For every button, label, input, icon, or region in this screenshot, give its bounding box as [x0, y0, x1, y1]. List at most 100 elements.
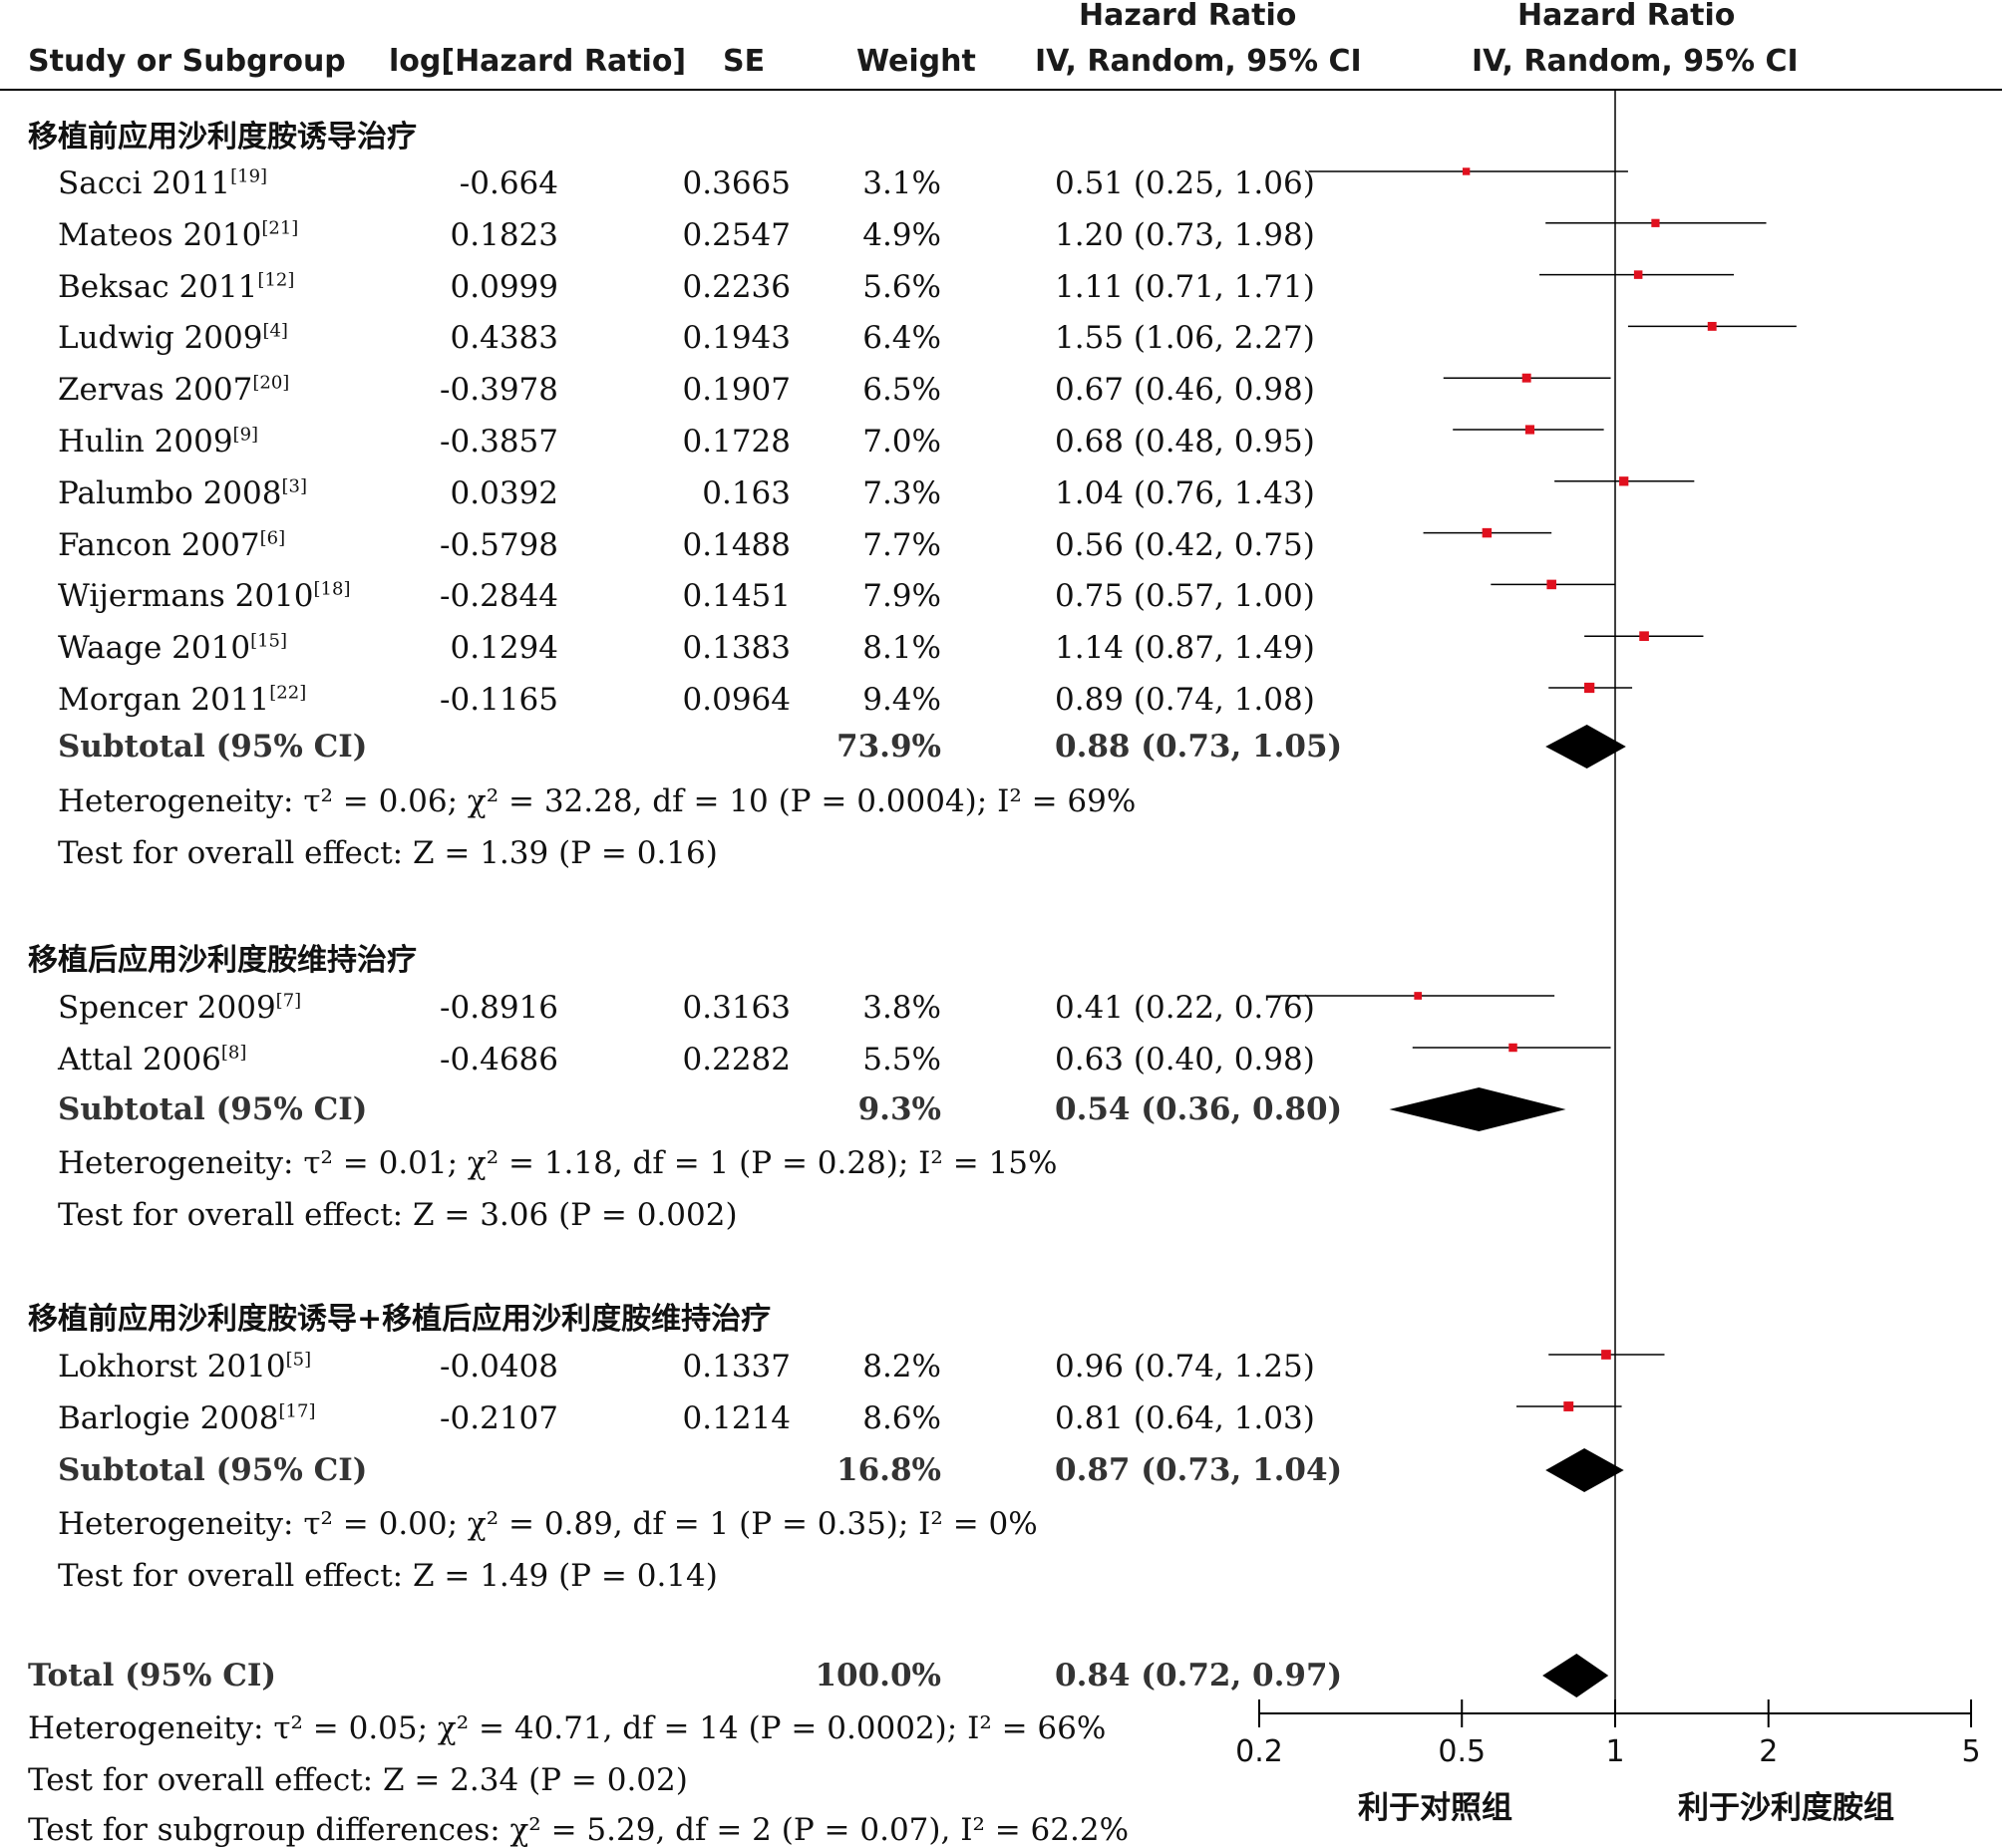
total-heterogeneity-text: Heterogeneity: τ² = 0.05; χ² = 40.71, df…: [28, 1710, 1107, 1746]
overall-effect-text: Test for overall effect: Z = 1.39 (P = 0…: [58, 835, 718, 871]
se-value: 0.1383: [682, 630, 791, 667]
subtotal-diamond: [1389, 1087, 1566, 1131]
weight-value: 6.5%: [862, 372, 941, 409]
study-name: Sacci 2011[19]: [58, 165, 268, 201]
study-reference: [7]: [275, 990, 302, 1012]
study-reference: [4]: [262, 321, 288, 343]
study-reference: [20]: [252, 372, 290, 394]
loghr-value: -0.3978: [440, 372, 558, 409]
study-name: Fancon 2007[6]: [58, 526, 286, 563]
hr-ci-value: 0.89 (0.74, 1.08): [1055, 682, 1315, 718]
header-weight: Weight: [856, 44, 976, 79]
study-point: [1524, 425, 1535, 435]
loghr-value: 0.4383: [450, 320, 558, 357]
study-point: [1546, 579, 1556, 590]
hr-ci-value: 0.75 (0.57, 1.00): [1055, 578, 1315, 615]
study-reference: [21]: [261, 217, 299, 239]
weight-value: 6.4%: [862, 320, 941, 357]
se-value: 0.1728: [682, 424, 791, 460]
heterogeneity-text: Heterogeneity: τ² = 0.06; χ² = 32.28, df…: [58, 783, 1137, 819]
study-name: Zervas 2007[20]: [58, 372, 290, 409]
study-name: Barlogie 2008[17]: [58, 1400, 316, 1436]
loghr-value: -0.1165: [440, 682, 558, 718]
study-name: Morgan 2011[22]: [58, 682, 307, 718]
study-name: Waage 2010[15]: [58, 630, 288, 667]
subgroup-title: 移植前应用沙利度胺诱导+移植后应用沙利度胺维持治疗: [28, 1302, 772, 1337]
se-value: 0.0964: [682, 682, 791, 718]
se-value: 0.2282: [682, 1042, 791, 1078]
loghr-value: 0.0999: [450, 268, 558, 305]
weight-value: 7.0%: [862, 424, 941, 460]
se-value: 0.1907: [682, 372, 791, 409]
favors-right-label: 利于沙利度胺组: [1678, 1790, 1894, 1826]
hr-ci-value: 0.41 (0.22, 0.76): [1055, 990, 1315, 1026]
favors-left-label: 利于对照组: [1358, 1790, 1512, 1826]
header-se: SE: [723, 44, 766, 79]
study-reference: [12]: [257, 269, 295, 291]
loghr-value: -0.664: [459, 165, 558, 201]
subtotal-ci: 0.54 (0.36, 0.80): [1055, 1091, 1343, 1127]
weight-value: 7.3%: [862, 474, 941, 511]
subtotal-diamond: [1545, 725, 1626, 769]
header-hr-sub: IV, Random, 95% CI: [1035, 44, 1362, 79]
study-name: Mateos 2010[21]: [58, 216, 299, 253]
study-name: Beksac 2011[12]: [58, 268, 295, 305]
se-value: 0.2547: [682, 216, 791, 253]
subtotal-label: Subtotal (95% CI): [58, 1452, 368, 1488]
loghr-value: -0.5798: [440, 526, 558, 563]
weight-value: 7.7%: [862, 526, 941, 563]
study-point: [1563, 1401, 1574, 1411]
heterogeneity-text: Heterogeneity: τ² = 0.00; χ² = 0.89, df …: [58, 1506, 1038, 1542]
hr-ci-value: 1.11 (0.71, 1.71): [1055, 268, 1315, 305]
loghr-value: 0.1823: [450, 216, 558, 253]
study-point: [1414, 992, 1423, 1000]
study-name: Hulin 2009[9]: [58, 424, 259, 460]
study-point: [1707, 321, 1717, 331]
subgroup-title: 移植后应用沙利度胺维持治疗: [28, 943, 417, 978]
study-point: [1482, 527, 1493, 538]
x-tick-label: 2: [1759, 1734, 1779, 1769]
hr-ci-value: 0.63 (0.40, 0.98): [1055, 1042, 1315, 1078]
study-reference: [8]: [220, 1042, 247, 1064]
subtotal-label: Subtotal (95% CI): [58, 1091, 368, 1127]
hr-ci-value: 1.04 (0.76, 1.43): [1055, 474, 1315, 511]
subtotal-ci: 0.88 (0.73, 1.05): [1055, 729, 1343, 765]
overall-effect-text: Test for overall effect: Z = 3.06 (P = 0…: [58, 1197, 738, 1233]
study-point: [1601, 1350, 1611, 1360]
header-study: Study or Subgroup: [28, 44, 346, 79]
study-name: Lokhorst 2010[5]: [58, 1349, 312, 1385]
study-point: [1462, 167, 1471, 175]
total-diamond: [1542, 1654, 1609, 1697]
hr-ci-value: 0.56 (0.42, 0.75): [1055, 526, 1315, 563]
study-point: [1633, 270, 1643, 279]
weight-value: 8.6%: [862, 1400, 941, 1436]
hr-ci-value: 0.51 (0.25, 1.06): [1055, 165, 1315, 201]
study-point: [1639, 631, 1649, 642]
weight-value: 5.5%: [862, 1042, 941, 1078]
study-point: [1619, 476, 1629, 486]
loghr-value: -0.2107: [440, 1400, 558, 1436]
study-point: [1584, 682, 1595, 694]
heterogeneity-text: Heterogeneity: τ² = 0.01; χ² = 1.18, df …: [58, 1145, 1058, 1181]
study-name: Spencer 2009[7]: [58, 990, 302, 1026]
subtotal-weight: 16.8%: [836, 1452, 941, 1488]
hr-ci-value: 0.81 (0.64, 1.03): [1055, 1400, 1315, 1436]
subtotal-weight: 73.9%: [836, 729, 941, 765]
subtotal-diamond: [1545, 1448, 1624, 1492]
weight-value: 3.8%: [862, 990, 941, 1026]
loghr-value: -0.8916: [440, 990, 558, 1026]
loghr-value: 0.0392: [450, 474, 558, 511]
subtotal-label: Subtotal (95% CI): [58, 729, 368, 765]
se-value: 0.1214: [682, 1400, 791, 1436]
study-reference: [6]: [259, 527, 286, 549]
header-plot-sub: IV, Random, 95% CI: [1472, 44, 1799, 79]
weight-value: 9.4%: [862, 682, 941, 718]
hr-ci-value: 0.96 (0.74, 1.25): [1055, 1349, 1315, 1385]
hr-ci-value: 1.14 (0.87, 1.49): [1055, 630, 1315, 667]
loghr-value: -0.4686: [440, 1042, 558, 1078]
study-point: [1651, 218, 1660, 227]
hr-ci-value: 0.67 (0.46, 0.98): [1055, 372, 1315, 409]
study-reference: [3]: [281, 475, 307, 497]
